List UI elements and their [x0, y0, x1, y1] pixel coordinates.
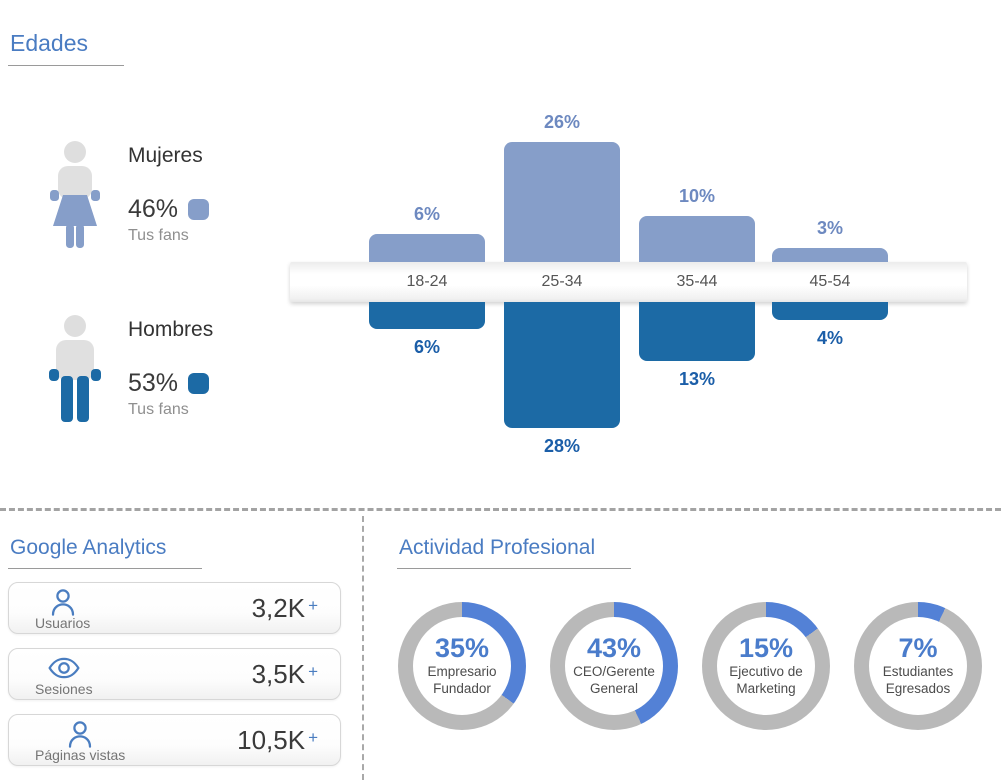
stat-card-usuarios: Usuarios 3,2K + [8, 582, 341, 634]
gender-name: Mujeres [128, 144, 203, 167]
stat-label: Sesiones [35, 681, 93, 697]
stat-value: 10,5K + [237, 724, 318, 755]
actividad-profesional-section-title: Actividad Profesional [397, 536, 632, 569]
bar-mujeres-25-34 [504, 142, 620, 262]
chart-column-25-34: 26% 25-34 28% [504, 100, 620, 480]
legend-hombres: Hombres 53% Tus fans [46, 314, 213, 424]
age-tick-label: 35-44 [676, 273, 718, 290]
donut-percentage: 7% [898, 632, 938, 663]
bar-value-top: 10% [678, 186, 716, 206]
age-tick-label: 18-24 [406, 273, 448, 290]
donut-hole [413, 617, 511, 715]
donut-hole [869, 617, 967, 715]
donut-label: Ejecutivo de Marketing [729, 664, 803, 697]
donut-chart-row: 35% Empresario Fundador 43% CEO/Gerente Ge… [398, 602, 982, 730]
hombres-color-swatch [188, 373, 210, 394]
bar-mujeres-45-54 [772, 248, 888, 262]
edades-section-title: Edades [8, 30, 125, 66]
age-axis-strip [290, 262, 967, 302]
donut-label: Estudiantes Egresados [882, 664, 954, 697]
bar-hombres-25-34 [504, 302, 620, 428]
stat-card-sesiones: Sesiones 3,5K + [8, 648, 341, 700]
donut-ejecutivo-de-marketing: 15% Ejecutivo de Marketing [702, 602, 830, 730]
age-tick-label: 25-34 [541, 273, 583, 290]
bar-value-bottom: 13% [678, 368, 716, 389]
age-tick-label: 45-54 [809, 273, 851, 290]
user-icon [69, 721, 92, 748]
bar-value-bottom: 6% [413, 337, 440, 357]
gender-caption: Tus fans [128, 401, 189, 418]
eye-icon [48, 657, 80, 679]
stat-value: 3,5K + [251, 658, 318, 689]
bar-value-top: 6% [413, 204, 440, 225]
chart-column-35-44: 10% 35-44 13% [639, 100, 755, 480]
plus-sign: + [308, 727, 318, 747]
donut-percentage: 15% [738, 632, 794, 663]
donut-empresario-fundador: 35% Empresario Fundador [398, 602, 526, 730]
donut-label: Empresario Fundador [427, 664, 497, 697]
man-icon [49, 315, 101, 422]
donut-hole [565, 617, 663, 715]
plus-sign: + [308, 661, 318, 681]
bar-value-top: 3% [816, 218, 843, 239]
stat-card-paginas-vistas: Páginas vistas 10,5K + [8, 714, 341, 766]
google-analytics-cards: Usuarios 3,2K + Sesiones 3,5K + Páginas vi… [8, 582, 341, 766]
donut-percentage: 35% [434, 632, 490, 663]
gender-value: 46% [128, 195, 179, 223]
vertical-dashed-divider [362, 516, 364, 780]
donut-hole [717, 617, 815, 715]
chart-column-45-54: 3% 45-54 4% [772, 100, 888, 480]
plus-sign: + [308, 595, 318, 615]
mujeres-color-swatch [188, 199, 210, 220]
donut-label: CEO/Gerente General [573, 664, 655, 697]
chart-column-18-24: 6% 18-24 6% [369, 100, 485, 480]
stat-label: Usuarios [35, 615, 91, 631]
bar-hombres-18-24 [369, 302, 485, 329]
google-analytics-section-title: Google Analytics [8, 536, 203, 569]
bar-value-bottom: 28% [543, 436, 581, 456]
bar-value-bottom: 4% [816, 328, 843, 348]
stat-value: 3,2K + [251, 592, 318, 623]
horizontal-dashed-divider [0, 508, 1001, 511]
donut-ceo-gerente-general: 43% CEO/Gerente General [550, 602, 678, 730]
woman-icon [50, 141, 100, 248]
user-icon [51, 589, 74, 616]
gender-name: Hombres [128, 318, 214, 341]
bar-hombres-45-54 [772, 302, 888, 320]
bar-mujeres-35-44 [639, 216, 755, 262]
donut-percentage: 43% [586, 632, 642, 663]
stat-label: Páginas vistas [35, 747, 126, 763]
bar-mujeres-18-24 [369, 234, 485, 262]
bar-value-top: 26% [543, 112, 581, 133]
gender-value: 53% [128, 369, 179, 397]
donut-estudiantes-egresados: 7% Estudiantes Egresados [854, 602, 982, 730]
gender-caption: Tus fans [128, 227, 189, 244]
bar-hombres-35-44 [639, 302, 755, 361]
legend-mujeres: Mujeres 46% Tus fans [46, 140, 210, 250]
